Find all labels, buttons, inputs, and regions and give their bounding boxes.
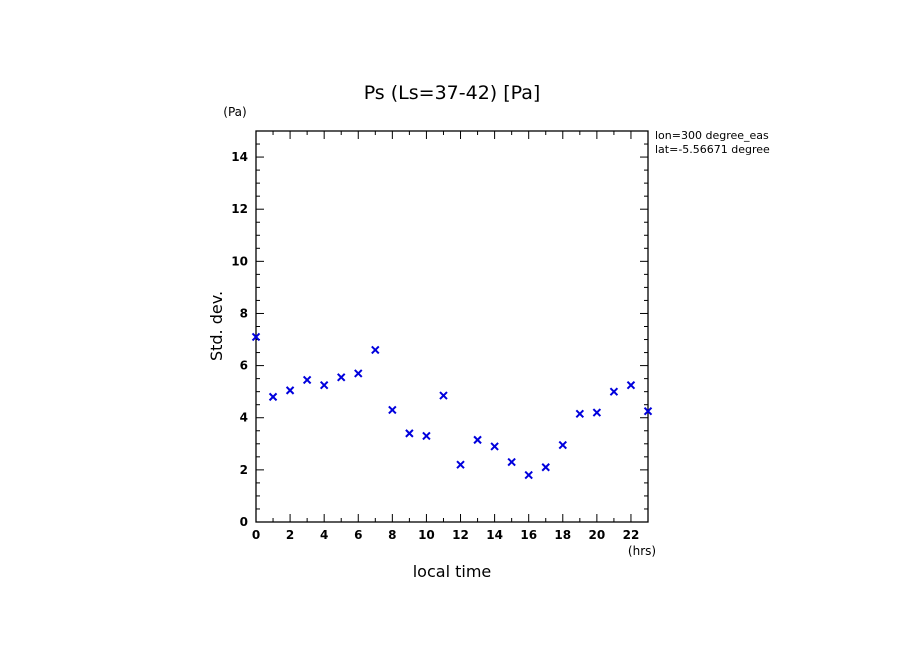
data-point: [558, 440, 567, 450]
annotation-lon: lon=300 degree_eas: [655, 129, 769, 142]
data-point: [388, 405, 397, 415]
y-tick-label: 14: [231, 150, 248, 164]
x-tick-label: 16: [520, 528, 537, 542]
data-point: [302, 375, 312, 385]
ticks-layer: 0 2 4 6 8 10 12 14 16 18 20 22 0 2 4 6 8 10 12 14: [231, 130, 649, 542]
data-point: [490, 442, 499, 451]
x-axis-label: local time: [413, 562, 492, 581]
y-tick-label: 2: [240, 463, 248, 477]
y-tick-label: 4: [240, 411, 248, 425]
data-point: [541, 463, 550, 472]
plot-frame: [255, 130, 649, 523]
data-point: [507, 457, 516, 467]
data-point: [268, 392, 278, 402]
data-point: [626, 380, 636, 390]
data-point: [473, 435, 482, 445]
data-point: [609, 387, 619, 396]
y-unit-label: (Pa): [223, 105, 246, 119]
data-point: [319, 380, 329, 390]
y-tick-label: 0: [240, 515, 248, 529]
data-point: [592, 408, 602, 417]
x-unit-label: (hrs): [628, 544, 656, 558]
x-tick-label: 6: [354, 528, 362, 542]
data-point: [422, 431, 431, 441]
x-tick-label: 2: [286, 528, 294, 542]
x-tick-label: 8: [388, 528, 396, 542]
y-axis-label: Std. dev.: [207, 291, 226, 361]
data-point: [439, 391, 448, 400]
y-tick-label: 6: [240, 359, 248, 373]
y-tick-label: 10: [231, 254, 248, 268]
x-tick-label: 12: [452, 528, 469, 542]
annotation-lat: lat=-5.56671 degree: [655, 143, 770, 156]
x-tick-label: 22: [623, 528, 640, 542]
x-tick-label: 10: [418, 528, 435, 542]
y-tick-label: 8: [240, 306, 248, 320]
data-points: [251, 332, 653, 480]
x-tick-label: 0: [252, 528, 260, 542]
x-tick-label: 18: [554, 528, 571, 542]
data-point: [643, 407, 653, 416]
x-tick-label: 20: [589, 528, 606, 542]
data-point: [405, 429, 414, 438]
data-point: [337, 373, 346, 382]
x-tick-label: 14: [486, 528, 503, 542]
data-point: [456, 460, 465, 469]
data-point: [524, 470, 533, 480]
y-tick-label: 12: [231, 202, 248, 216]
data-point: [371, 345, 380, 355]
data-point: [575, 409, 585, 419]
data-point: [285, 386, 295, 395]
x-tick-label: 4: [320, 528, 328, 542]
chart-title: Ps (Ls=37-42) [Pa]: [364, 82, 541, 104]
data-point: [251, 332, 261, 342]
data-point: [354, 369, 363, 378]
